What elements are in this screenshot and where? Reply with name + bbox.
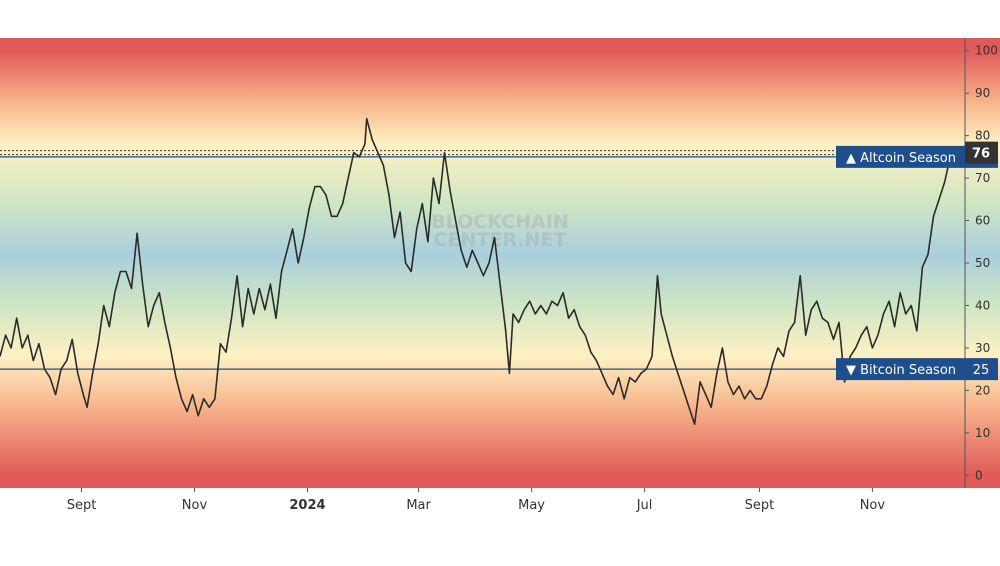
threshold-badge-label-0: ▲ Altcoin Season <box>846 151 956 166</box>
y-tick-label-0: 0 <box>975 468 983 482</box>
y-tick-label-70: 70 <box>975 171 990 185</box>
x-tick-label-4: May <box>518 498 545 513</box>
y-tick-label-80: 80 <box>975 129 990 143</box>
x-axis-ticks: Sept Nov 2024 Mar May Jul Sept Nov <box>67 488 886 513</box>
threshold-badge-1: ▼ Bitcoin Season 25 <box>836 358 998 381</box>
y-tick-label-50: 50 <box>975 256 990 270</box>
x-tick-label-3: Mar <box>406 498 431 513</box>
watermark-line-2: CENTER.NET <box>434 229 567 251</box>
plot-background <box>0 38 1000 488</box>
current-value-box <box>965 141 998 164</box>
watermark-line-1: BLOCKCHAIN <box>431 211 568 233</box>
y-tick-label-60: 60 <box>975 214 990 228</box>
threshold-badge-label-box-0 <box>836 145 965 168</box>
x-tick-label-6: Sept <box>745 498 775 513</box>
y-tick-label-40: 40 <box>975 298 990 312</box>
y-tick-label-30: 30 <box>975 341 990 355</box>
y-tick-label-10: 10 <box>975 426 990 440</box>
y-tick-label-100: 100 <box>975 44 998 58</box>
y-tick-label-90: 90 <box>975 86 990 100</box>
current-value-label: 76 <box>972 147 990 162</box>
threshold-badge-label-1: ▼ Bitcoin Season <box>846 363 956 378</box>
x-tick-label-5: Jul <box>636 498 653 513</box>
x-tick-label-7: Nov <box>860 498 886 513</box>
current-value-badge: 76 <box>965 141 998 164</box>
threshold-badge-label-box-1 <box>836 358 965 381</box>
threshold-badge-value-box-1 <box>965 358 998 381</box>
x-tick-label-1: Nov <box>182 498 208 513</box>
x-tick-label-0: Sept <box>67 498 97 513</box>
threshold-lines <box>0 156 965 370</box>
series-line <box>0 117 957 426</box>
y-tick-label-20: 20 <box>975 383 990 397</box>
x-tick-label-2: 2024 <box>289 498 325 513</box>
threshold-badge-value-1: 25 <box>973 363 990 378</box>
watermark: BLOCKCHAIN CENTER.NET <box>431 211 568 251</box>
current-value-lines <box>0 150 965 156</box>
